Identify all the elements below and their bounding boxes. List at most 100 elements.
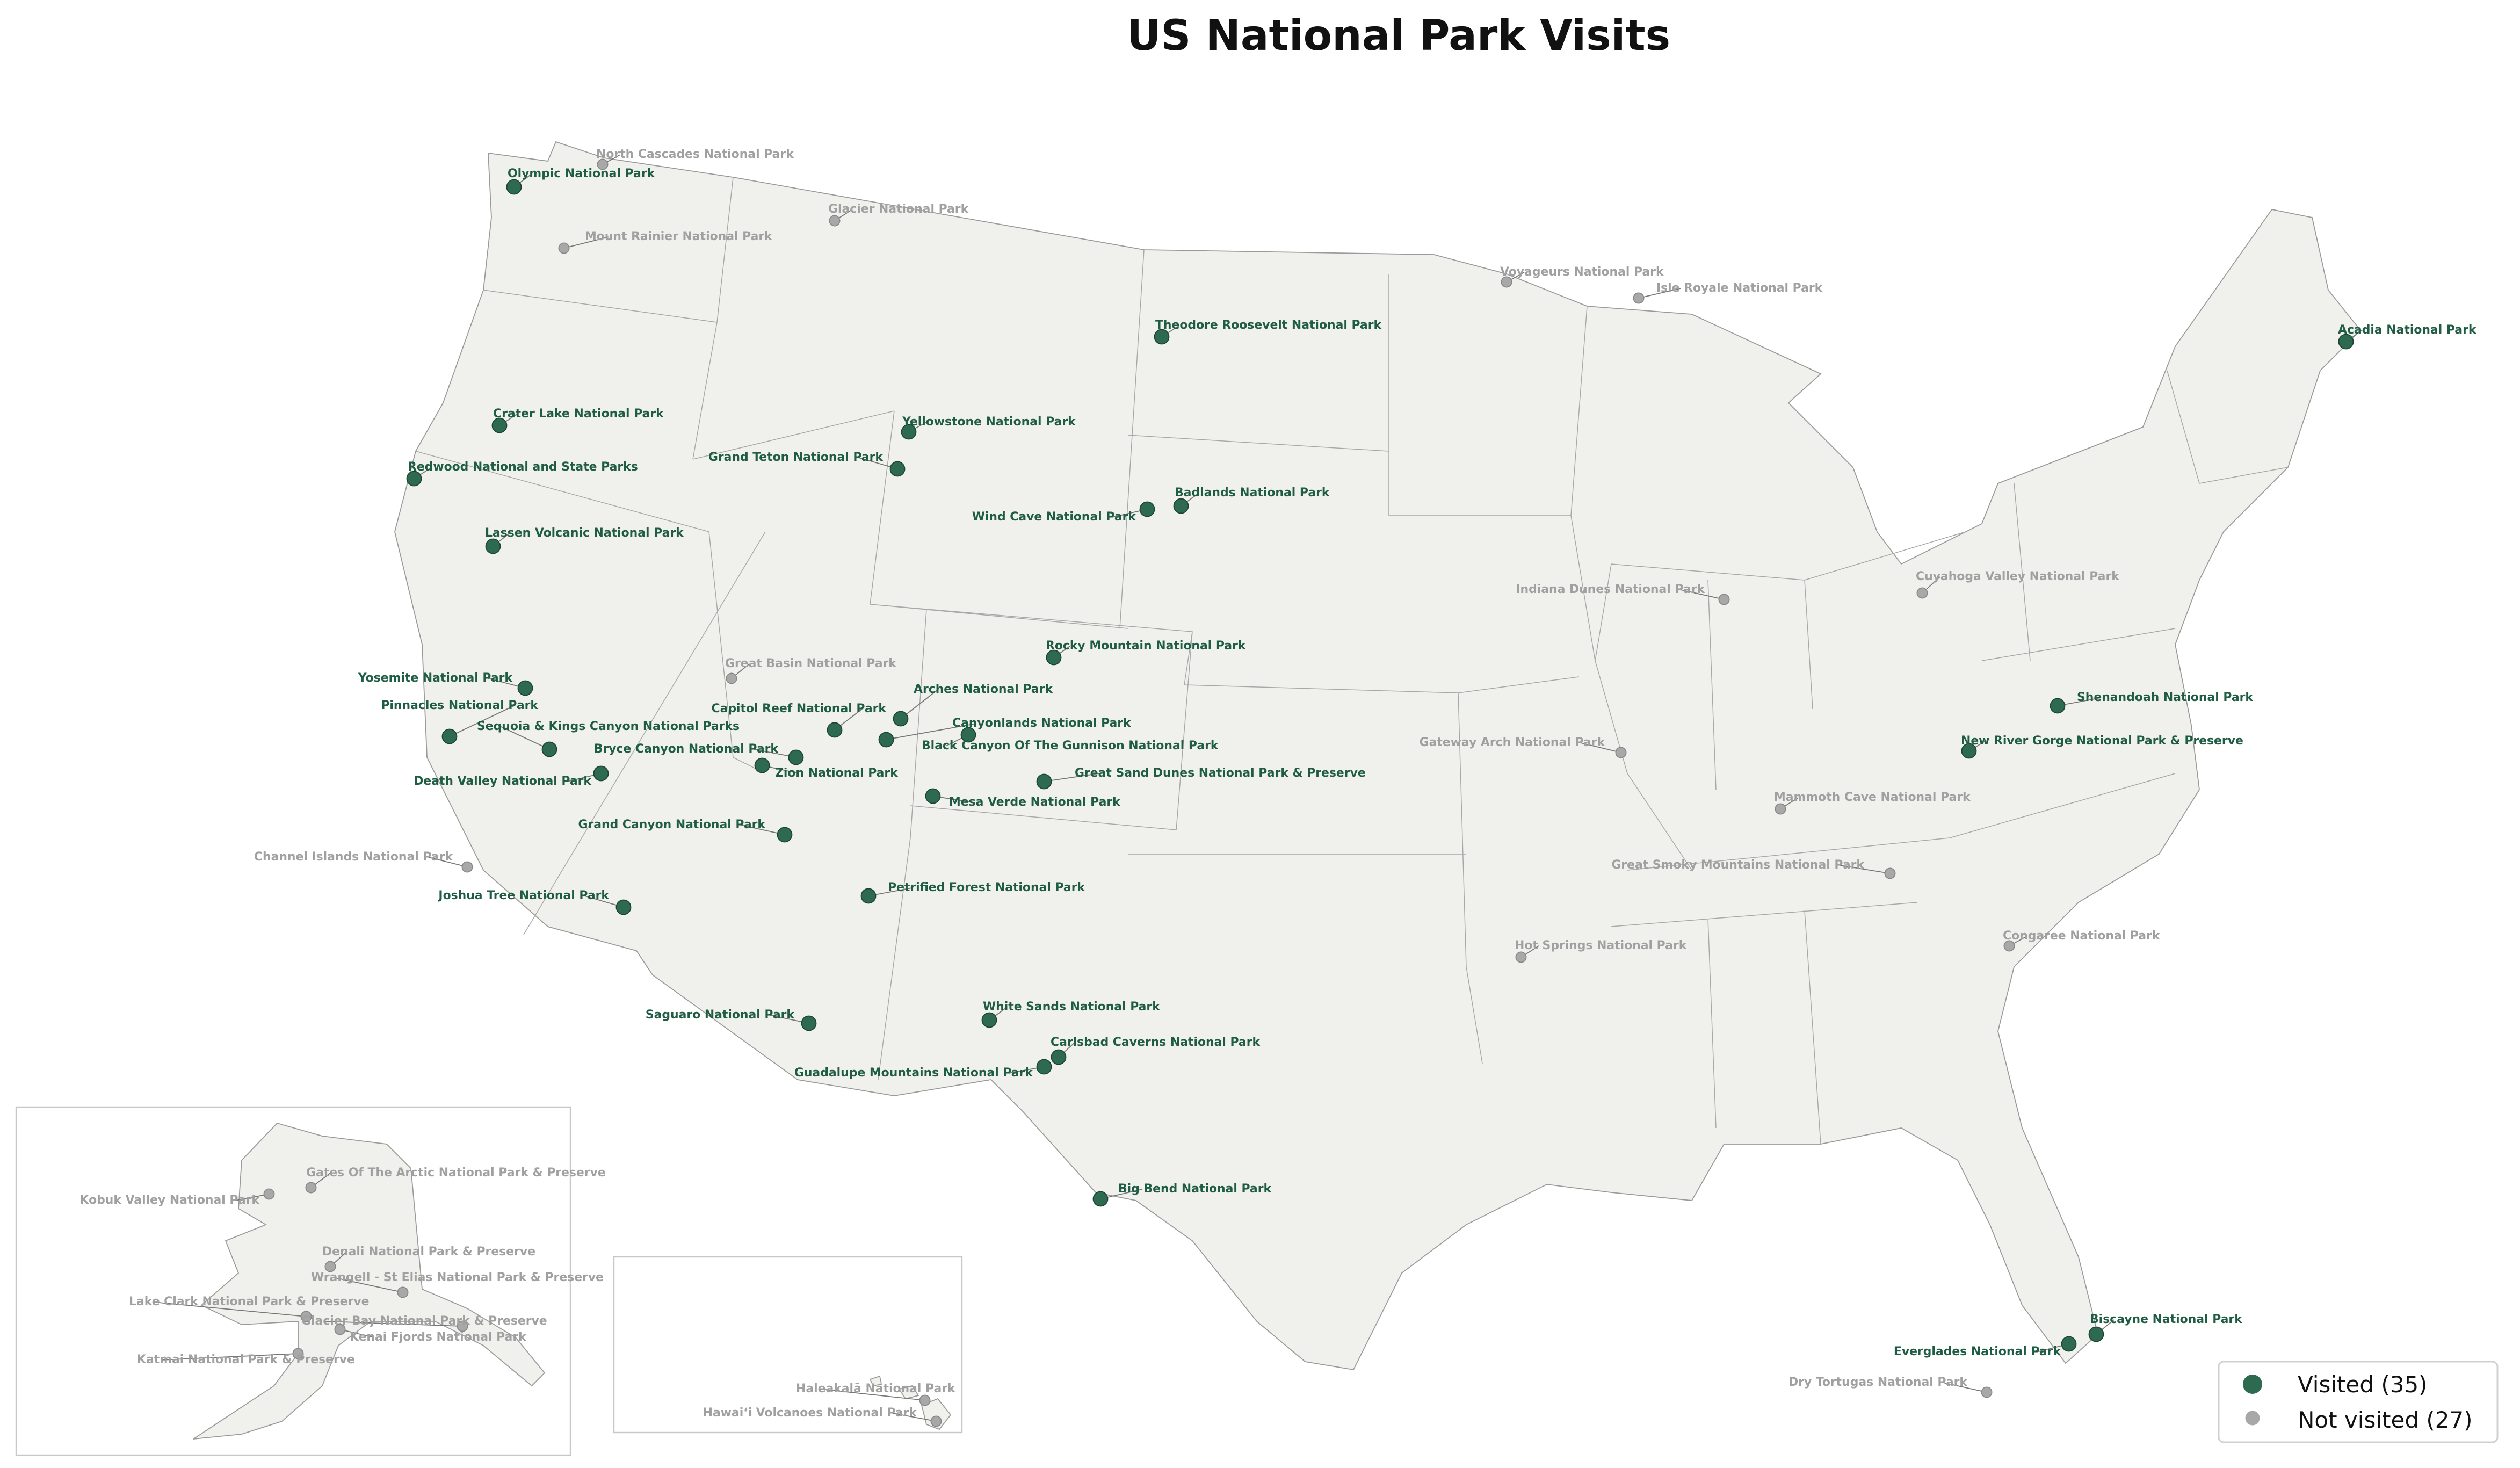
park-marker[interactable]: [1961, 743, 1977, 759]
park-marker[interactable]: [930, 1415, 942, 1427]
park-label: Crater Lake National Park: [493, 407, 664, 421]
park-marker[interactable]: [300, 1311, 312, 1322]
park-marker[interactable]: [615, 899, 632, 915]
park-marker[interactable]: [406, 471, 422, 487]
legend: Visited (35) Not visited (27): [2218, 1361, 2499, 1443]
park-marker[interactable]: [1718, 594, 1730, 605]
park-marker[interactable]: [1515, 951, 1527, 963]
park-marker[interactable]: [541, 741, 557, 757]
park-marker[interactable]: [485, 538, 501, 554]
park-label: Mammoth Cave National Park: [1774, 791, 1971, 804]
park-marker[interactable]: [754, 757, 770, 773]
park-marker[interactable]: [981, 1012, 997, 1028]
park-not-visited: Hot Springs National Park: [1515, 939, 1687, 963]
park-marker[interactable]: [860, 888, 877, 904]
park-visited: Lassen Volcanic National Park: [485, 526, 684, 554]
park-marker[interactable]: [726, 672, 737, 684]
park-marker[interactable]: [2050, 698, 2066, 714]
park-marker[interactable]: [1916, 587, 1928, 599]
park-marker[interactable]: [1051, 1049, 1067, 1065]
park-marker[interactable]: [1092, 1191, 1109, 1207]
park-label: Sequoia & Kings Canyon National Parks: [477, 720, 740, 733]
park-marker[interactable]: [1501, 276, 1512, 288]
park-marker[interactable]: [1173, 498, 1189, 514]
park-visited: Guadalupe Mountains National Park: [794, 1059, 1052, 1080]
park-label: Shenandoah National Park: [2077, 691, 2253, 704]
park-marker[interactable]: [397, 1286, 409, 1298]
leader-line: [501, 726, 550, 750]
park-marker[interactable]: [593, 765, 609, 782]
park-marker[interactable]: [461, 861, 473, 873]
park-marker[interactable]: [1981, 1386, 1993, 1398]
state-borders: [415, 177, 2289, 1145]
park-marker[interactable]: [506, 179, 522, 195]
park-marker[interactable]: [558, 242, 570, 254]
park-marker[interactable]: [777, 827, 793, 843]
park-marker[interactable]: [1154, 329, 1170, 345]
park-marker[interactable]: [1139, 501, 1155, 517]
park-marker[interactable]: [1036, 1059, 1052, 1075]
park-marker[interactable]: [960, 727, 976, 743]
park-marker[interactable]: [2088, 1326, 2104, 1342]
park-marker[interactable]: [827, 722, 843, 738]
legend-frame: [2218, 1361, 2499, 1443]
park-marker[interactable]: [2003, 940, 2015, 952]
park-marker[interactable]: [801, 1015, 817, 1031]
park-label: Kobuk Valley National Park: [80, 1194, 260, 1207]
park-label: Kenai Fjords National Park: [350, 1330, 526, 1344]
park-marker[interactable]: [1046, 649, 1062, 666]
park-marker[interactable]: [788, 749, 804, 765]
park-marker[interactable]: [292, 1348, 304, 1359]
park-label: Theodore Roosevelt National Park: [1155, 319, 1381, 332]
park-marker[interactable]: [925, 788, 941, 804]
park-marker[interactable]: [1036, 773, 1052, 790]
park-label: Great Sand Dunes National Park & Preserv…: [1075, 766, 1366, 780]
park-marker[interactable]: [263, 1188, 275, 1200]
park-not-visited: Voyageurs National Park: [1500, 265, 1664, 288]
park-visited: Everglades National Park: [1894, 1336, 2077, 1358]
park-visited: Big Bend National Park: [1092, 1182, 1271, 1207]
park-label: Guadalupe Mountains National Park: [794, 1066, 1033, 1080]
park-marker[interactable]: [305, 1182, 317, 1194]
park-marker[interactable]: [889, 461, 906, 477]
park-marker[interactable]: [1615, 747, 1627, 758]
park-marker[interactable]: [878, 732, 894, 748]
park-marker[interactable]: [334, 1324, 346, 1335]
park-marker[interactable]: [2338, 334, 2354, 350]
park-not-visited: Mount Rainier National Park: [558, 230, 772, 254]
park-marker[interactable]: [1633, 292, 1645, 304]
park-visited: Shenandoah National Park: [2050, 691, 2253, 714]
park-marker[interactable]: [597, 158, 609, 170]
park-not-visited: North Cascades National Park: [596, 148, 794, 170]
park-not-visited: Kobuk Valley National Park: [80, 1188, 275, 1207]
park-marker[interactable]: [919, 1394, 931, 1406]
park-marker[interactable]: [324, 1261, 336, 1272]
park-label: Great Basin National Park: [725, 657, 896, 670]
park-marker[interactable]: [901, 424, 917, 440]
park-label: White Sands National Park: [983, 1000, 1160, 1014]
leader-line: [1943, 1382, 1987, 1393]
park-label: Hot Springs National Park: [1515, 939, 1687, 952]
park-marker[interactable]: [517, 680, 533, 696]
park-visited: Carlsbad Caverns National Park: [1051, 1036, 1260, 1065]
park-visited: Joshua Tree National Park: [437, 889, 632, 915]
park-marker[interactable]: [457, 1320, 468, 1332]
park-label: Lassen Volcanic National Park: [485, 526, 684, 540]
park-label: Gates Of The Arctic National Park & Pres…: [306, 1166, 606, 1180]
park-marker[interactable]: [441, 728, 458, 744]
park-not-visited: Gateway Arch National Park: [1420, 736, 1627, 758]
park-label: Bryce Canyon National Park: [594, 742, 779, 756]
park-label: Great Smoky Mountains National Park: [1611, 858, 1864, 872]
leader-line: [325, 1321, 463, 1327]
park-visited: Biscayne National Park: [2088, 1313, 2242, 1342]
park-label: Badlands National Park: [1175, 486, 1330, 500]
park-label: Denali National Park & Preserve: [322, 1245, 535, 1259]
park-not-visited: Great Basin National Park: [725, 657, 896, 684]
park-marker[interactable]: [829, 215, 841, 227]
park-marker[interactable]: [893, 711, 909, 727]
park-marker[interactable]: [491, 417, 508, 433]
park-marker[interactable]: [1775, 803, 1786, 815]
park-marker[interactable]: [1884, 867, 1896, 879]
park-visited: Saguaro National Park: [646, 1008, 817, 1031]
park-marker[interactable]: [2061, 1336, 2077, 1352]
